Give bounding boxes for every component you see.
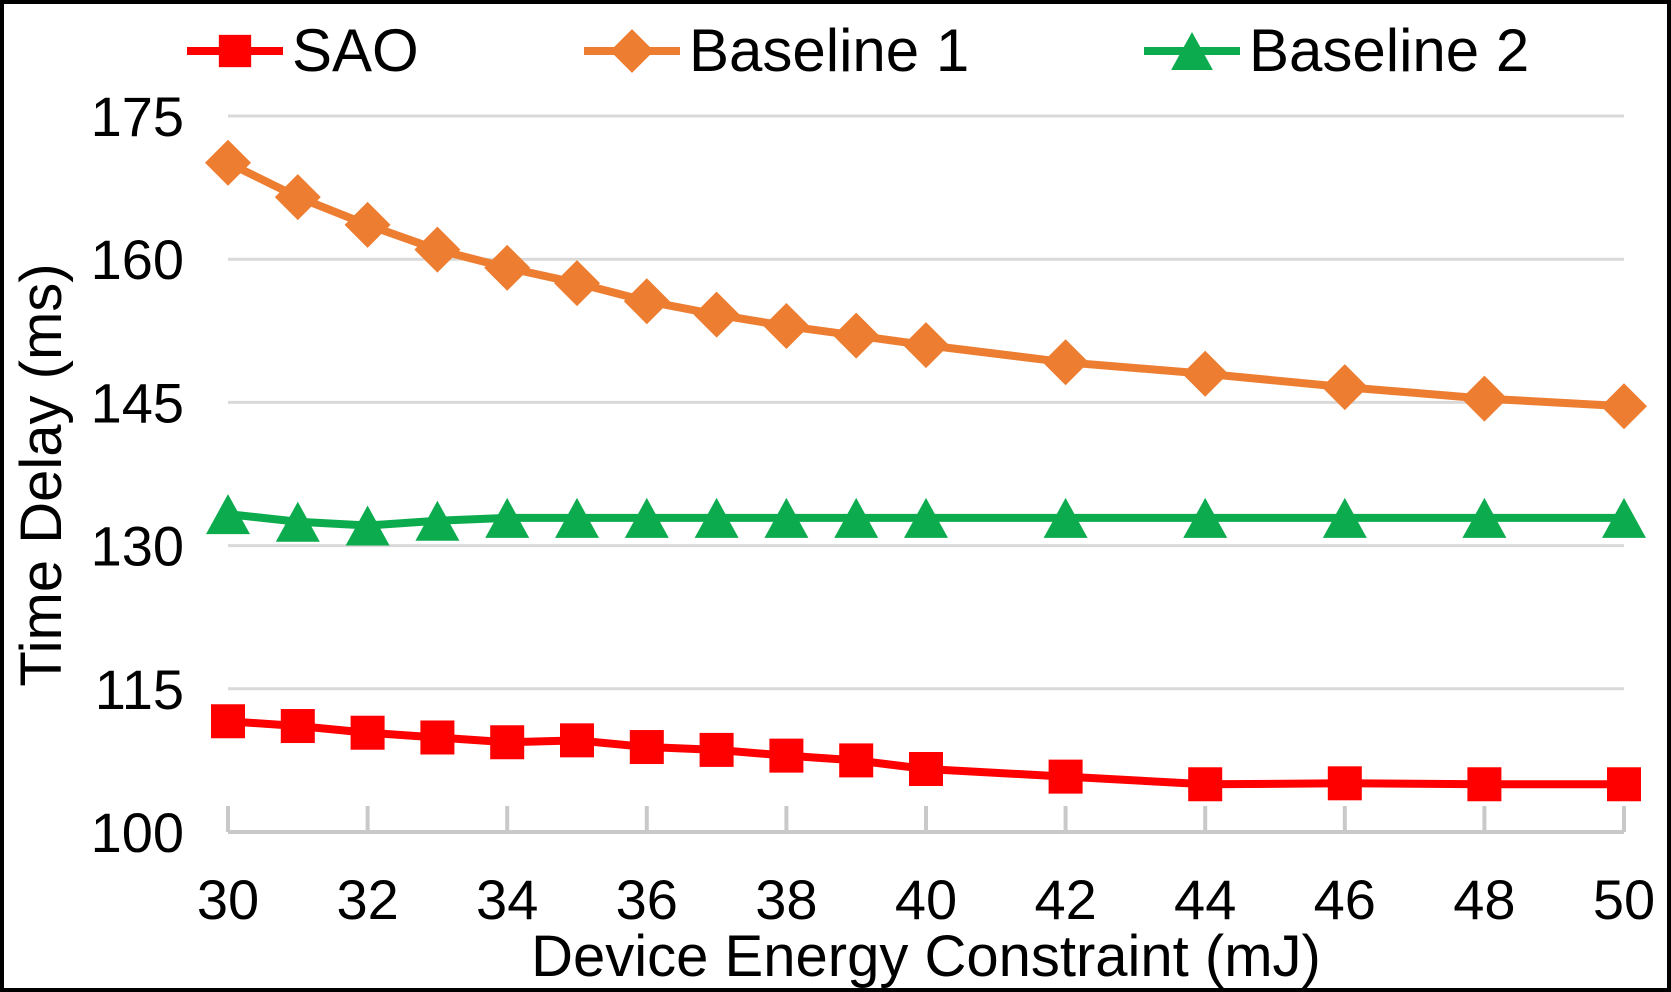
marker-baseline-1 — [414, 226, 461, 273]
plot-area: 100 115 130 145 160 175 30 32 34 36 38 40 42 44 46 48 50 — [91, 85, 1656, 931]
sao-legend-marker-icon — [187, 34, 283, 68]
series-line-sao — [227, 717, 1624, 789]
legend-marker — [218, 34, 252, 68]
y-tick-label: 100 — [91, 801, 184, 864]
legend-label-baseline-2: Baseline 2 — [1249, 17, 1530, 84]
y-tick-label: 145 — [91, 371, 184, 434]
x-tick-label: 32 — [336, 868, 398, 931]
series-line-baseline-2 — [227, 510, 1624, 530]
marker-sao — [629, 730, 664, 765]
x-tick-label: 36 — [616, 868, 678, 931]
marker-sao — [1607, 767, 1641, 802]
marker-sao — [769, 738, 804, 773]
marker-sao — [1188, 767, 1223, 802]
x-tick-label: 46 — [1314, 868, 1376, 931]
marker-baseline-1 — [484, 244, 531, 291]
y-tick-label: 175 — [91, 85, 184, 148]
marker-sao — [490, 725, 525, 760]
marker-baseline-1 — [623, 278, 670, 325]
marker-baseline-2 — [1183, 497, 1228, 538]
marker-sao — [280, 709, 315, 744]
y-tick-label: 160 — [91, 228, 184, 291]
marker-baseline-1 — [1601, 383, 1647, 430]
x-tick-label: 44 — [1174, 868, 1236, 931]
marker-baseline-2 — [624, 497, 669, 538]
marker-baseline-1 — [554, 260, 600, 307]
marker-sao — [560, 723, 594, 758]
legend-label-sao: SAO — [292, 17, 419, 84]
marker-baseline-2 — [485, 497, 530, 538]
marker-baseline-2 — [206, 494, 250, 535]
marker-sao — [420, 720, 455, 755]
marker-sao — [211, 704, 245, 739]
marker-baseline-2 — [345, 505, 390, 546]
x-tick-label: 40 — [895, 868, 957, 931]
x-tick-label: 48 — [1453, 868, 1515, 931]
marker-baseline-2 — [694, 497, 739, 538]
x-tick-label: 30 — [197, 868, 259, 931]
marker-sao — [909, 751, 943, 786]
marker-sao — [1327, 766, 1362, 801]
legend-label-baseline-1: Baseline 1 — [689, 17, 970, 84]
marker-baseline-1 — [1321, 364, 1368, 411]
marker-baseline-2 — [1322, 497, 1367, 538]
x-tick-label: 38 — [755, 868, 817, 931]
y-tick-label: 130 — [91, 515, 184, 578]
marker-baseline-1 — [903, 322, 949, 369]
series-line-baseline-1 — [226, 159, 1625, 411]
baseline-1-legend-marker-icon — [584, 29, 680, 73]
legend-item-baseline-1: Baseline 1 — [584, 20, 969, 82]
marker-baseline-2 — [764, 497, 809, 538]
marker-baseline-1 — [833, 312, 880, 359]
marker-baseline-1 — [344, 201, 391, 248]
marker-sao — [350, 715, 385, 750]
marker-baseline-1 — [274, 174, 321, 221]
marker-baseline-1 — [1182, 350, 1229, 397]
marker-sao — [699, 732, 734, 767]
marker-baseline-2 — [555, 497, 599, 538]
marker-sao — [839, 743, 874, 778]
marker-sao — [1467, 767, 1502, 802]
legend-item-sao: SAO — [187, 20, 419, 82]
marker-baseline-2 — [415, 500, 460, 541]
marker-baseline-2 — [834, 497, 879, 538]
marker-baseline-1 — [1042, 339, 1089, 386]
marker-baseline-2 — [1462, 497, 1507, 538]
marker-baseline-1 — [1461, 375, 1508, 422]
y-tick-label: 115 — [95, 658, 184, 721]
marker-baseline-1 — [205, 139, 251, 186]
marker-baseline-1 — [763, 303, 810, 350]
marker-baseline-1 — [693, 291, 740, 338]
marker-baseline-2 — [275, 501, 320, 542]
y-axis-title: Time Delay (ms) — [9, 263, 74, 687]
legend-marker — [1171, 32, 1213, 70]
x-axis-title: Device Energy Constraint (mJ) — [531, 924, 1321, 989]
marker-sao — [1048, 759, 1083, 794]
marker-baseline-2 — [1043, 497, 1088, 538]
marker-baseline-2 — [1602, 497, 1646, 538]
x-tick-label: 42 — [1034, 868, 1096, 931]
x-tick-label: 34 — [476, 868, 538, 931]
baseline-2-legend-marker-icon — [1144, 32, 1240, 70]
marker-baseline-2 — [904, 497, 948, 538]
legend-marker — [610, 29, 654, 73]
legend-item-baseline-2: Baseline 2 — [1144, 20, 1529, 82]
x-tick-label: 50 — [1593, 868, 1655, 931]
